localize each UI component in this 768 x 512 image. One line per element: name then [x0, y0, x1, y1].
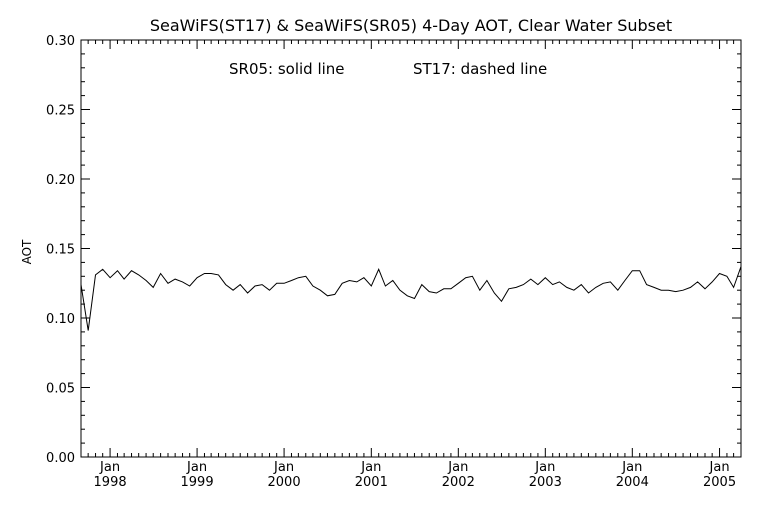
plot-border: [80, 39, 742, 458]
x-tick-year-label: 2004: [616, 475, 649, 490]
y-tick-label: 0.00: [46, 451, 75, 466]
series-layer: [80, 266, 742, 331]
x-tick-year-label: 2003: [529, 475, 562, 490]
x-tick-month-label: Jan: [360, 460, 381, 475]
x-axis: Jan1998Jan1999Jan2000Jan2001Jan2002Jan20…: [80, 40, 742, 490]
annotation-dashed-line: ST17: dashed line: [413, 60, 547, 78]
y-tick-label: 0.05: [46, 382, 75, 397]
y-axis: 0.00 0.05 0.10 0.15 0.20 0.25 0.30: [46, 34, 741, 466]
x-tick-month-label: Jan: [99, 460, 120, 475]
x-tick-month-label: Jan: [447, 460, 468, 475]
x-tick-year-label: 2002: [442, 475, 475, 490]
y-tick-label: 0.10: [46, 312, 75, 327]
x-tick-month-label: Jan: [709, 460, 730, 475]
x-tick-month-label: Jan: [621, 460, 642, 475]
y-tick-label: 0.30: [46, 34, 75, 49]
chart-title: SeaWiFS(ST17) & SeaWiFS(SR05) 4-Day AOT,…: [150, 16, 672, 35]
x-tick-month-label: Jan: [534, 460, 555, 475]
x-tick-year-label: 2000: [268, 475, 301, 490]
x-tick-year-label: 2005: [703, 475, 736, 490]
y-axis-label: AOT: [20, 239, 34, 264]
x-tick-year-label: 2001: [355, 475, 388, 490]
x-tick-month-label: Jan: [186, 460, 207, 475]
y-tick-label: 0.20: [46, 173, 75, 188]
plot-frame: [80, 39, 742, 458]
y-tick-label: 0.25: [46, 104, 75, 119]
y-tick-label: 0.15: [46, 243, 75, 258]
x-tick-year-label: 1998: [94, 475, 127, 490]
x-tick-year-label: 1999: [181, 475, 214, 490]
x-tick-month-label: Jan: [273, 460, 294, 475]
annotation-solid-line: SR05: solid line: [229, 60, 345, 78]
series-solid-line: [80, 266, 742, 331]
